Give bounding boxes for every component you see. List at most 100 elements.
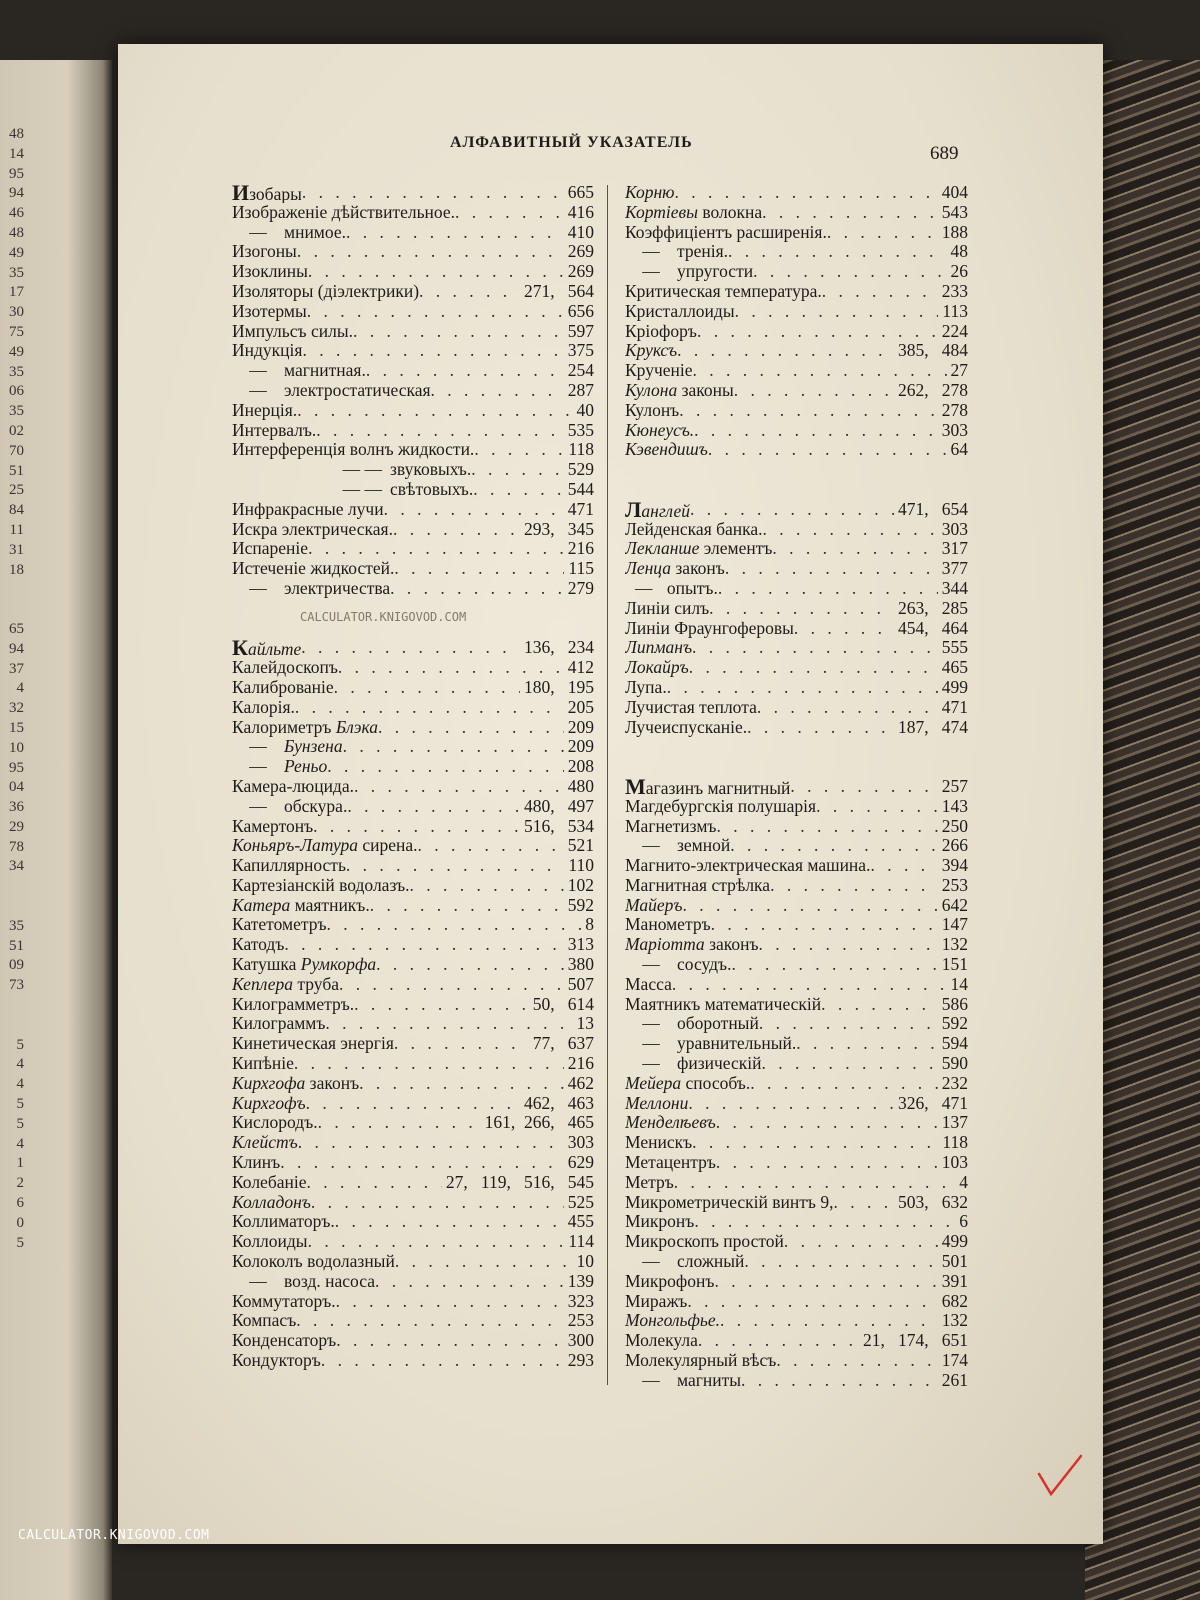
- entry-name: Компасъ: [232, 1311, 296, 1331]
- index-entry: — магнитная. 254: [232, 361, 594, 381]
- entry-pages: 507: [567, 974, 594, 994]
- dot-leader: [297, 242, 564, 262]
- dot-leader: [763, 520, 938, 540]
- entry-name-text: Коллиматоръ.: [232, 1212, 335, 1232]
- entry-name: Кріофоръ: [625, 322, 697, 342]
- index-entry: Метръ 4: [625, 1173, 968, 1193]
- dot-leader: [284, 935, 563, 955]
- entry-pages: 592: [567, 895, 594, 915]
- dot-leader: [370, 896, 564, 916]
- entry-name-italic: Мейера: [625, 1073, 682, 1093]
- entry-name-text: Крученіе: [625, 361, 693, 381]
- entry-name-text: зобары: [249, 184, 302, 203]
- index-entry: — мнимое. 410: [232, 223, 594, 243]
- entry-pages: 521: [567, 836, 594, 856]
- index-entry: Калорія. 205: [232, 698, 594, 718]
- previous-page-number: 75: [9, 323, 24, 340]
- index-entry: Катетометръ 8: [232, 915, 594, 935]
- entry-pages: 180, 195: [524, 677, 594, 697]
- dot-leader: [697, 322, 938, 342]
- entry-pages: 279: [567, 578, 594, 598]
- dash: —: [249, 578, 267, 598]
- entry-name-text: Кинетическая энергія: [232, 1034, 394, 1054]
- index-entry: — электричества 279: [232, 579, 594, 599]
- index-entry: Кирхгофа законъ 462: [232, 1074, 594, 1094]
- dot-leader: [334, 678, 520, 698]
- entry-name-italic: Кирхгофа: [232, 1073, 306, 1093]
- entry-pages: 269: [567, 242, 594, 262]
- dot-leader: [376, 955, 564, 975]
- previous-page-number: 5: [16, 1115, 25, 1132]
- index-entry: Микроскопъ простой 499: [625, 1232, 968, 1252]
- entry-name-text: Манометръ: [625, 915, 711, 935]
- dot-leader: [393, 520, 520, 540]
- dot-leader: [410, 876, 564, 896]
- dot-leader: [759, 935, 938, 955]
- dot-leader: [827, 223, 938, 243]
- previous-page-number: 36: [9, 799, 24, 816]
- dot-leader: [741, 1371, 938, 1391]
- entry-name-text: Катушка: [232, 955, 301, 975]
- index-entry: Калориметръ Блэка 209: [232, 718, 594, 738]
- entry-name-text: Конденсаторъ: [232, 1331, 337, 1351]
- previous-page-number: [0, 996, 24, 1016]
- entry-name: Кюнеусъ.: [625, 421, 694, 441]
- dot-leader: [757, 698, 938, 718]
- entry-name-text: тренія.: [677, 242, 729, 262]
- dot-leader: [794, 619, 894, 639]
- entry-name: Калориметръ Блэка: [232, 718, 378, 738]
- entry-name-text: возд. насоса: [284, 1271, 375, 1291]
- entry-pages: 27, 119, 516, 545: [445, 1172, 594, 1192]
- entry-pages: 535: [567, 420, 594, 440]
- previous-page-number: [0, 897, 24, 917]
- entry-name: Колоколъ водолазный: [232, 1252, 395, 1272]
- entry-name: Коммутаторъ.: [232, 1292, 336, 1312]
- entry-name-text: Масса: [625, 974, 672, 994]
- entry-name: Калорія.: [232, 698, 295, 718]
- entry-name-italic: айльте: [247, 639, 302, 659]
- entry-pages: 6: [959, 1212, 968, 1232]
- entry-name-text: Импульсъ силы.: [232, 321, 353, 341]
- index-entry: Майеръ 642: [625, 896, 968, 916]
- dot-leader: [674, 183, 937, 203]
- entry-name-italic: Круксъ: [625, 341, 678, 361]
- entry-name: Магнетизмъ: [625, 817, 716, 837]
- dot-leader: [298, 1133, 564, 1153]
- entry-pages: 480, 497: [524, 796, 594, 816]
- previous-page-number: 18: [9, 561, 24, 578]
- entry-name: — электростатическая: [232, 381, 430, 401]
- dot-leader: [821, 995, 938, 1015]
- dot-leader: [716, 1113, 938, 1133]
- entry-name-text: Картезіанскій водолазъ.: [232, 875, 410, 895]
- entry-pages: 471: [941, 697, 968, 717]
- index-entry: Индукція 375: [232, 341, 594, 361]
- entry-name: Изобары: [232, 183, 302, 203]
- dot-leader: [471, 460, 564, 480]
- index-entry: Клинъ 629: [232, 1153, 594, 1173]
- previous-page-number: 32: [9, 700, 24, 717]
- previous-page-number: 95: [9, 165, 24, 182]
- entry-name: Испареніе: [232, 539, 308, 559]
- dot-leader: [759, 1014, 938, 1034]
- entry-pages: 642: [941, 895, 968, 915]
- dash: —: [642, 955, 660, 975]
- entry-name: Меллони: [625, 1094, 688, 1114]
- index-entry: Ленца законъ 377: [625, 559, 968, 579]
- entry-name: Коэффиціентъ расширенія.: [625, 223, 827, 243]
- entry-name-italic: Майеръ: [625, 895, 683, 915]
- previous-page-number: 48: [9, 224, 24, 241]
- dot-leader: [790, 777, 937, 797]
- dash: —: [642, 1034, 660, 1054]
- previous-page-number: 09: [9, 957, 24, 974]
- index-entry: Магнито-электрическая машина. 394: [625, 856, 968, 876]
- entry-name: Мейера способъ.: [625, 1074, 750, 1094]
- previous-page-number: 14: [9, 145, 24, 162]
- entry-pages: 462, 463: [524, 1093, 594, 1113]
- dot-leader: [354, 777, 564, 797]
- dot-leader: [307, 302, 564, 322]
- column-divider: [607, 185, 608, 1385]
- dot-leader: [375, 1272, 564, 1292]
- index-entry: Изобары 665: [232, 183, 594, 203]
- entry-name-text: Коллоиды: [232, 1232, 308, 1252]
- page-title: АЛФАВИТНЫЙ УКАЗАТЕЛЬ: [450, 134, 693, 151]
